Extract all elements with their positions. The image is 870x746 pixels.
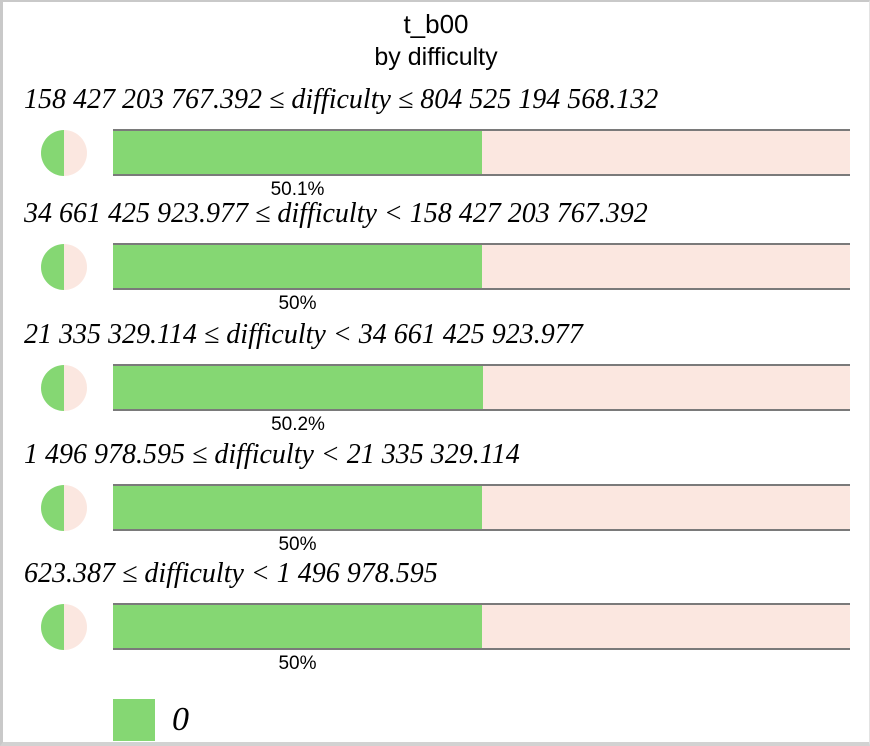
bin-range-label: 34 661 425 923.977 ≤ difficulty < 158 42… bbox=[24, 198, 648, 229]
bar-green-segment[interactable] bbox=[113, 131, 483, 174]
percent-label: 50.1% bbox=[270, 179, 325, 200]
histogram-row: 623.387 ≤ difficulty < 1 496 978.595 50% bbox=[3, 557, 869, 675]
bar-green-segment[interactable] bbox=[113, 486, 482, 529]
percent-label: 50.2% bbox=[271, 414, 325, 435]
bar-green-segment[interactable] bbox=[113, 245, 482, 288]
histogram-row: 1 496 978.595 ≤ difficulty < 21 335 329.… bbox=[3, 438, 869, 556]
bar-line bbox=[41, 129, 869, 176]
histogram-row: 34 661 425 923.977 ≤ difficulty < 158 42… bbox=[3, 197, 869, 315]
half-pie-icon[interactable] bbox=[41, 603, 87, 650]
bar-line bbox=[41, 484, 869, 531]
bar-line bbox=[41, 243, 869, 290]
percent-label-wrap: 50% bbox=[113, 653, 482, 675]
bar-track[interactable] bbox=[113, 364, 850, 411]
legend-swatch[interactable] bbox=[113, 699, 155, 741]
histogram-row: 158 427 203 767.392 ≤ difficulty ≤ 804 5… bbox=[3, 83, 869, 201]
half-pie-icon[interactable] bbox=[41, 484, 87, 531]
bin-range-label: 1 496 978.595 ≤ difficulty < 21 335 329.… bbox=[24, 439, 520, 470]
bar-track[interactable] bbox=[113, 243, 850, 290]
chart-subtitle: by difficulty bbox=[374, 43, 498, 71]
bar-track[interactable] bbox=[113, 129, 850, 176]
percent-label-wrap: 50.1% bbox=[113, 179, 482, 201]
histogram-row: 21 335 329.114 ≤ difficulty < 34 661 425… bbox=[3, 318, 869, 436]
percent-label: 50% bbox=[278, 293, 317, 314]
percent-label: 50% bbox=[278, 534, 317, 555]
bin-range-label: 21 335 329.114 ≤ difficulty < 34 661 425… bbox=[24, 319, 583, 350]
bar-green-segment[interactable] bbox=[113, 366, 483, 409]
percent-label-wrap: 50.2% bbox=[113, 414, 483, 436]
percent-label-wrap: 50% bbox=[113, 534, 482, 556]
half-pie-icon[interactable] bbox=[41, 243, 87, 290]
percent-label: 50% bbox=[278, 653, 317, 674]
bin-range-label: 623.387 ≤ difficulty < 1 496 978.595 bbox=[24, 558, 438, 589]
half-pie-icon[interactable] bbox=[41, 364, 87, 411]
bar-green-segment[interactable] bbox=[113, 605, 482, 648]
bar-line bbox=[41, 603, 869, 650]
bar-track[interactable] bbox=[113, 484, 850, 531]
half-pie-icon[interactable] bbox=[41, 129, 87, 176]
bar-line bbox=[41, 364, 869, 411]
bar-track[interactable] bbox=[113, 603, 850, 650]
legend: 0 bbox=[113, 699, 189, 741]
percent-label-wrap: 50% bbox=[113, 293, 482, 315]
bin-range-label: 158 427 203 767.392 ≤ difficulty ≤ 804 5… bbox=[24, 84, 659, 115]
chart-title: t_b00 bbox=[403, 9, 469, 39]
legend-label: 0 bbox=[172, 701, 189, 738]
